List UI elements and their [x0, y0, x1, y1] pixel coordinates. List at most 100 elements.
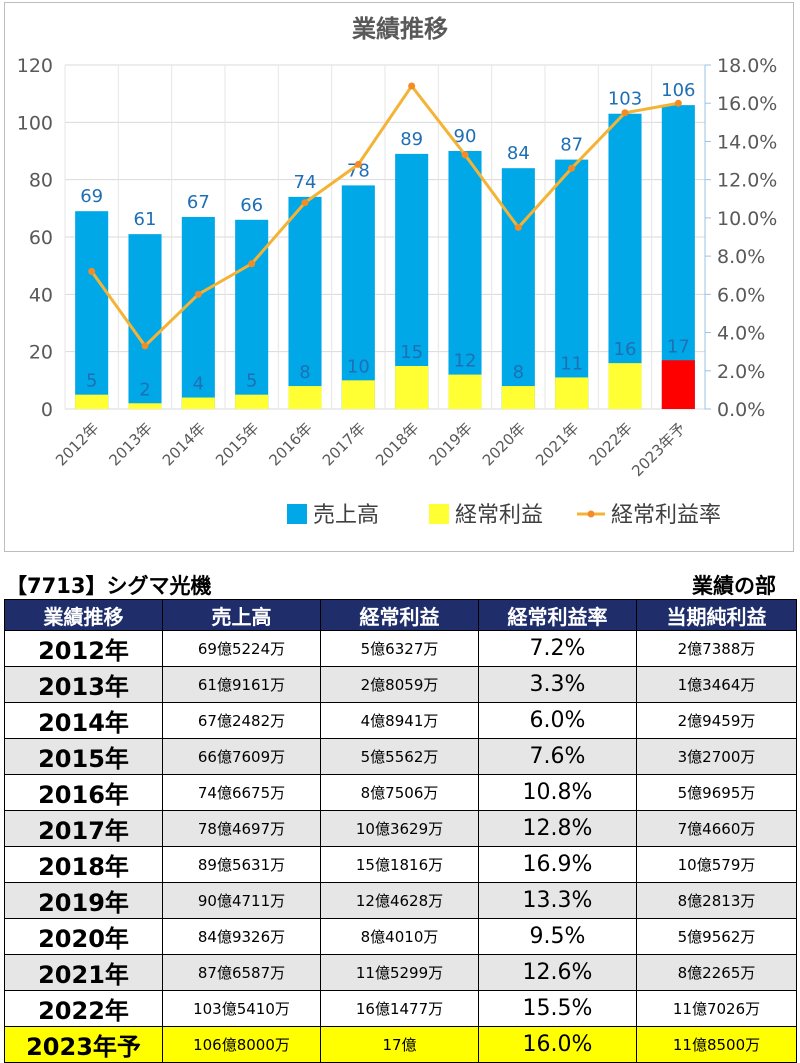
x-tick-label: 2012年 [52, 419, 102, 469]
y2-tick-label: 14.0% [717, 131, 777, 153]
section-subheading: 業績の部 [692, 574, 776, 598]
row-sales: 90億4711万 [162, 882, 321, 919]
sales-data-label: 90 [454, 126, 477, 147]
table-row: 2023年予 106億8000万 17億 16.0% 11億8500万 [4, 1026, 797, 1063]
row-net-income: 11億8500万 [636, 1026, 797, 1063]
sales-bar [501, 168, 535, 409]
row-year: 2019年 [4, 882, 163, 919]
row-profit-rate: 3.3% [478, 666, 637, 703]
row-sales: 67億2482万 [162, 702, 321, 739]
y-tick-label: 0 [41, 399, 53, 421]
sales-data-label: 69 [80, 186, 103, 207]
table-row: 2012年 69億5224万 5億6327万 7.2% 2億7388万 [4, 630, 797, 667]
sales-data-label: 78 [347, 160, 370, 181]
profit-data-label: 8 [513, 362, 524, 383]
sales-bar [181, 216, 215, 409]
sales-data-label: 61 [134, 209, 157, 230]
y-tick-label: 80 [29, 170, 53, 192]
table-row: 2017年 78億4697万 10億3629万 12.8% 7億4660万 [4, 810, 797, 847]
row-ordinary-profit: 4億8941万 [320, 702, 479, 739]
x-tick-label: 2020年 [479, 419, 529, 469]
row-net-income: 2億9459万 [636, 702, 797, 739]
row-ordinary-profit: 16億1477万 [320, 990, 479, 1027]
profit-rate-point [514, 223, 522, 231]
profit-bar [395, 366, 429, 409]
row-year: 2020年 [4, 918, 163, 955]
table-row: 2022年 103億5410万 16億1477万 15.5% 11億7026万 [4, 990, 797, 1027]
sales-bar [288, 196, 322, 409]
sales-bar [555, 159, 589, 409]
profit-rate-point [194, 290, 202, 298]
row-net-income: 3億2700万 [636, 738, 797, 775]
legend-swatch-rate-marker [587, 510, 595, 518]
sales-bar [608, 113, 642, 409]
row-sales: 84億9326万 [162, 918, 321, 955]
legend-label-profit: 経常利益 [455, 503, 543, 528]
profit-data-label: 17 [667, 336, 690, 357]
row-net-income: 2億7388万 [636, 630, 797, 667]
profit-data-label: 5 [86, 371, 97, 392]
row-year: 2013年 [4, 666, 163, 703]
y2-tick-label: 0.0% [717, 399, 765, 421]
profit-rate-point [354, 160, 362, 168]
x-tick-label: 2022年 [585, 419, 635, 469]
profit-bar [128, 403, 162, 409]
profit-data-label: 8 [299, 362, 310, 383]
row-ordinary-profit: 5億5562万 [320, 738, 479, 775]
row-year: 2012年 [4, 630, 163, 667]
x-tick-label: 2018年 [372, 419, 422, 469]
profit-rate-point [674, 99, 682, 107]
row-year: 2015年 [4, 738, 163, 775]
y2-tick-label: 4.0% [717, 323, 765, 345]
profit-data-label: 12 [454, 351, 477, 372]
row-year: 2023年予 [4, 1026, 163, 1063]
profit-rate-point [461, 151, 469, 159]
row-year: 2016年 [4, 774, 163, 811]
row-ordinary-profit: 10億3629万 [320, 810, 479, 847]
sales-data-label: 66 [240, 195, 263, 216]
table-row: 2014年 67億2482万 4億8941万 6.0% 2億9459万 [4, 702, 797, 739]
x-tick-label: 2019年 [425, 419, 475, 469]
y-tick-label: 100 [17, 112, 53, 134]
header-net-income: 当期純利益 [636, 599, 797, 631]
table-row: 2015年 66億7609万 5億5562万 7.6% 3億2700万 [4, 738, 797, 775]
row-net-income: 1億3464万 [636, 666, 797, 703]
sales-bar [341, 185, 375, 409]
row-sales: 66億7609万 [162, 738, 321, 775]
profit-bar [501, 386, 535, 409]
row-profit-rate: 9.5% [478, 918, 637, 955]
profit-bar [235, 394, 269, 409]
y2-tick-label: 2.0% [717, 361, 765, 383]
x-tick-label: 2015年 [212, 419, 262, 469]
sales-data-label: 103 [608, 89, 642, 110]
table-row: 2020年 84億9326万 8億4010万 9.5% 5億9562万 [4, 918, 797, 955]
row-ordinary-profit: 12億4628万 [320, 882, 479, 919]
row-profit-rate: 12.6% [478, 954, 637, 991]
sales-data-label: 67 [187, 192, 210, 213]
chart-svg: 業績推移 0 20 40 60 80 100 120 0.0% 2.0% 4.0% 6.0% 8.0% 1… [17, 15, 778, 528]
row-net-income: 11億7026万 [636, 990, 797, 1027]
profit-rate-point [88, 267, 96, 275]
y-tick-label: 60 [29, 227, 53, 249]
table-row: 2018年 89億5631万 15億1816万 16.9% 10億579万 [4, 846, 797, 883]
y2-tick-label: 10.0% [717, 208, 777, 230]
row-profit-rate: 7.2% [478, 630, 637, 667]
profit-rate-point [621, 109, 629, 117]
row-profit-rate: 15.5% [478, 990, 637, 1027]
y-tick-label: 20 [29, 342, 53, 364]
y2-tick-label: 12.0% [717, 170, 777, 192]
row-sales: 106億8000万 [162, 1026, 321, 1063]
row-ordinary-profit: 8億4010万 [320, 918, 479, 955]
legend-swatch-profit [429, 504, 449, 524]
table-row: 2019年 90億4711万 12億4628万 13.3% 8億2813万 [4, 882, 797, 919]
profit-data-label: 10 [347, 356, 370, 377]
row-ordinary-profit: 2億8059万 [320, 666, 479, 703]
row-ordinary-profit: 11億5299万 [320, 954, 479, 991]
profit-data-label: 2 [139, 379, 150, 400]
performance-table: 業績推移 売上高 経常利益 経常利益率 当期純利益 2012年 69億5224万 5… [4, 599, 797, 1063]
profit-rate-point [248, 260, 256, 268]
row-profit-rate: 16.0% [478, 1026, 637, 1063]
row-net-income: 7億4660万 [636, 810, 797, 847]
table-body: 2012年 69億5224万 5億6327万 7.2% 2億7388万 2013年 61億9… [4, 630, 797, 1063]
y2-tick-label: 16.0% [717, 93, 777, 115]
